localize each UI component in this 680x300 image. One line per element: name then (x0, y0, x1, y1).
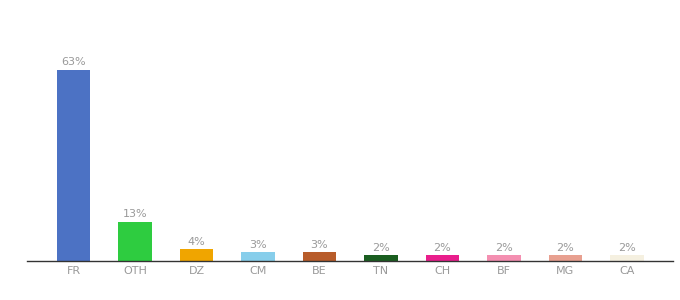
Text: 2%: 2% (618, 243, 636, 253)
Text: 4%: 4% (188, 237, 205, 247)
Bar (118, 221, 152, 261)
Text: 2%: 2% (495, 243, 513, 253)
Bar (549, 255, 582, 261)
Bar (487, 255, 521, 261)
Bar (56, 70, 90, 261)
Text: 2%: 2% (556, 243, 575, 253)
Bar (610, 255, 644, 261)
Bar (241, 252, 275, 261)
Bar (180, 249, 214, 261)
Text: 2%: 2% (434, 243, 452, 253)
Bar (364, 255, 398, 261)
Text: 3%: 3% (311, 240, 328, 250)
Bar (303, 252, 337, 261)
Text: 13%: 13% (122, 209, 148, 219)
Text: 63%: 63% (61, 57, 86, 68)
Text: 3%: 3% (249, 240, 267, 250)
Text: 2%: 2% (372, 243, 390, 253)
Bar (426, 255, 460, 261)
